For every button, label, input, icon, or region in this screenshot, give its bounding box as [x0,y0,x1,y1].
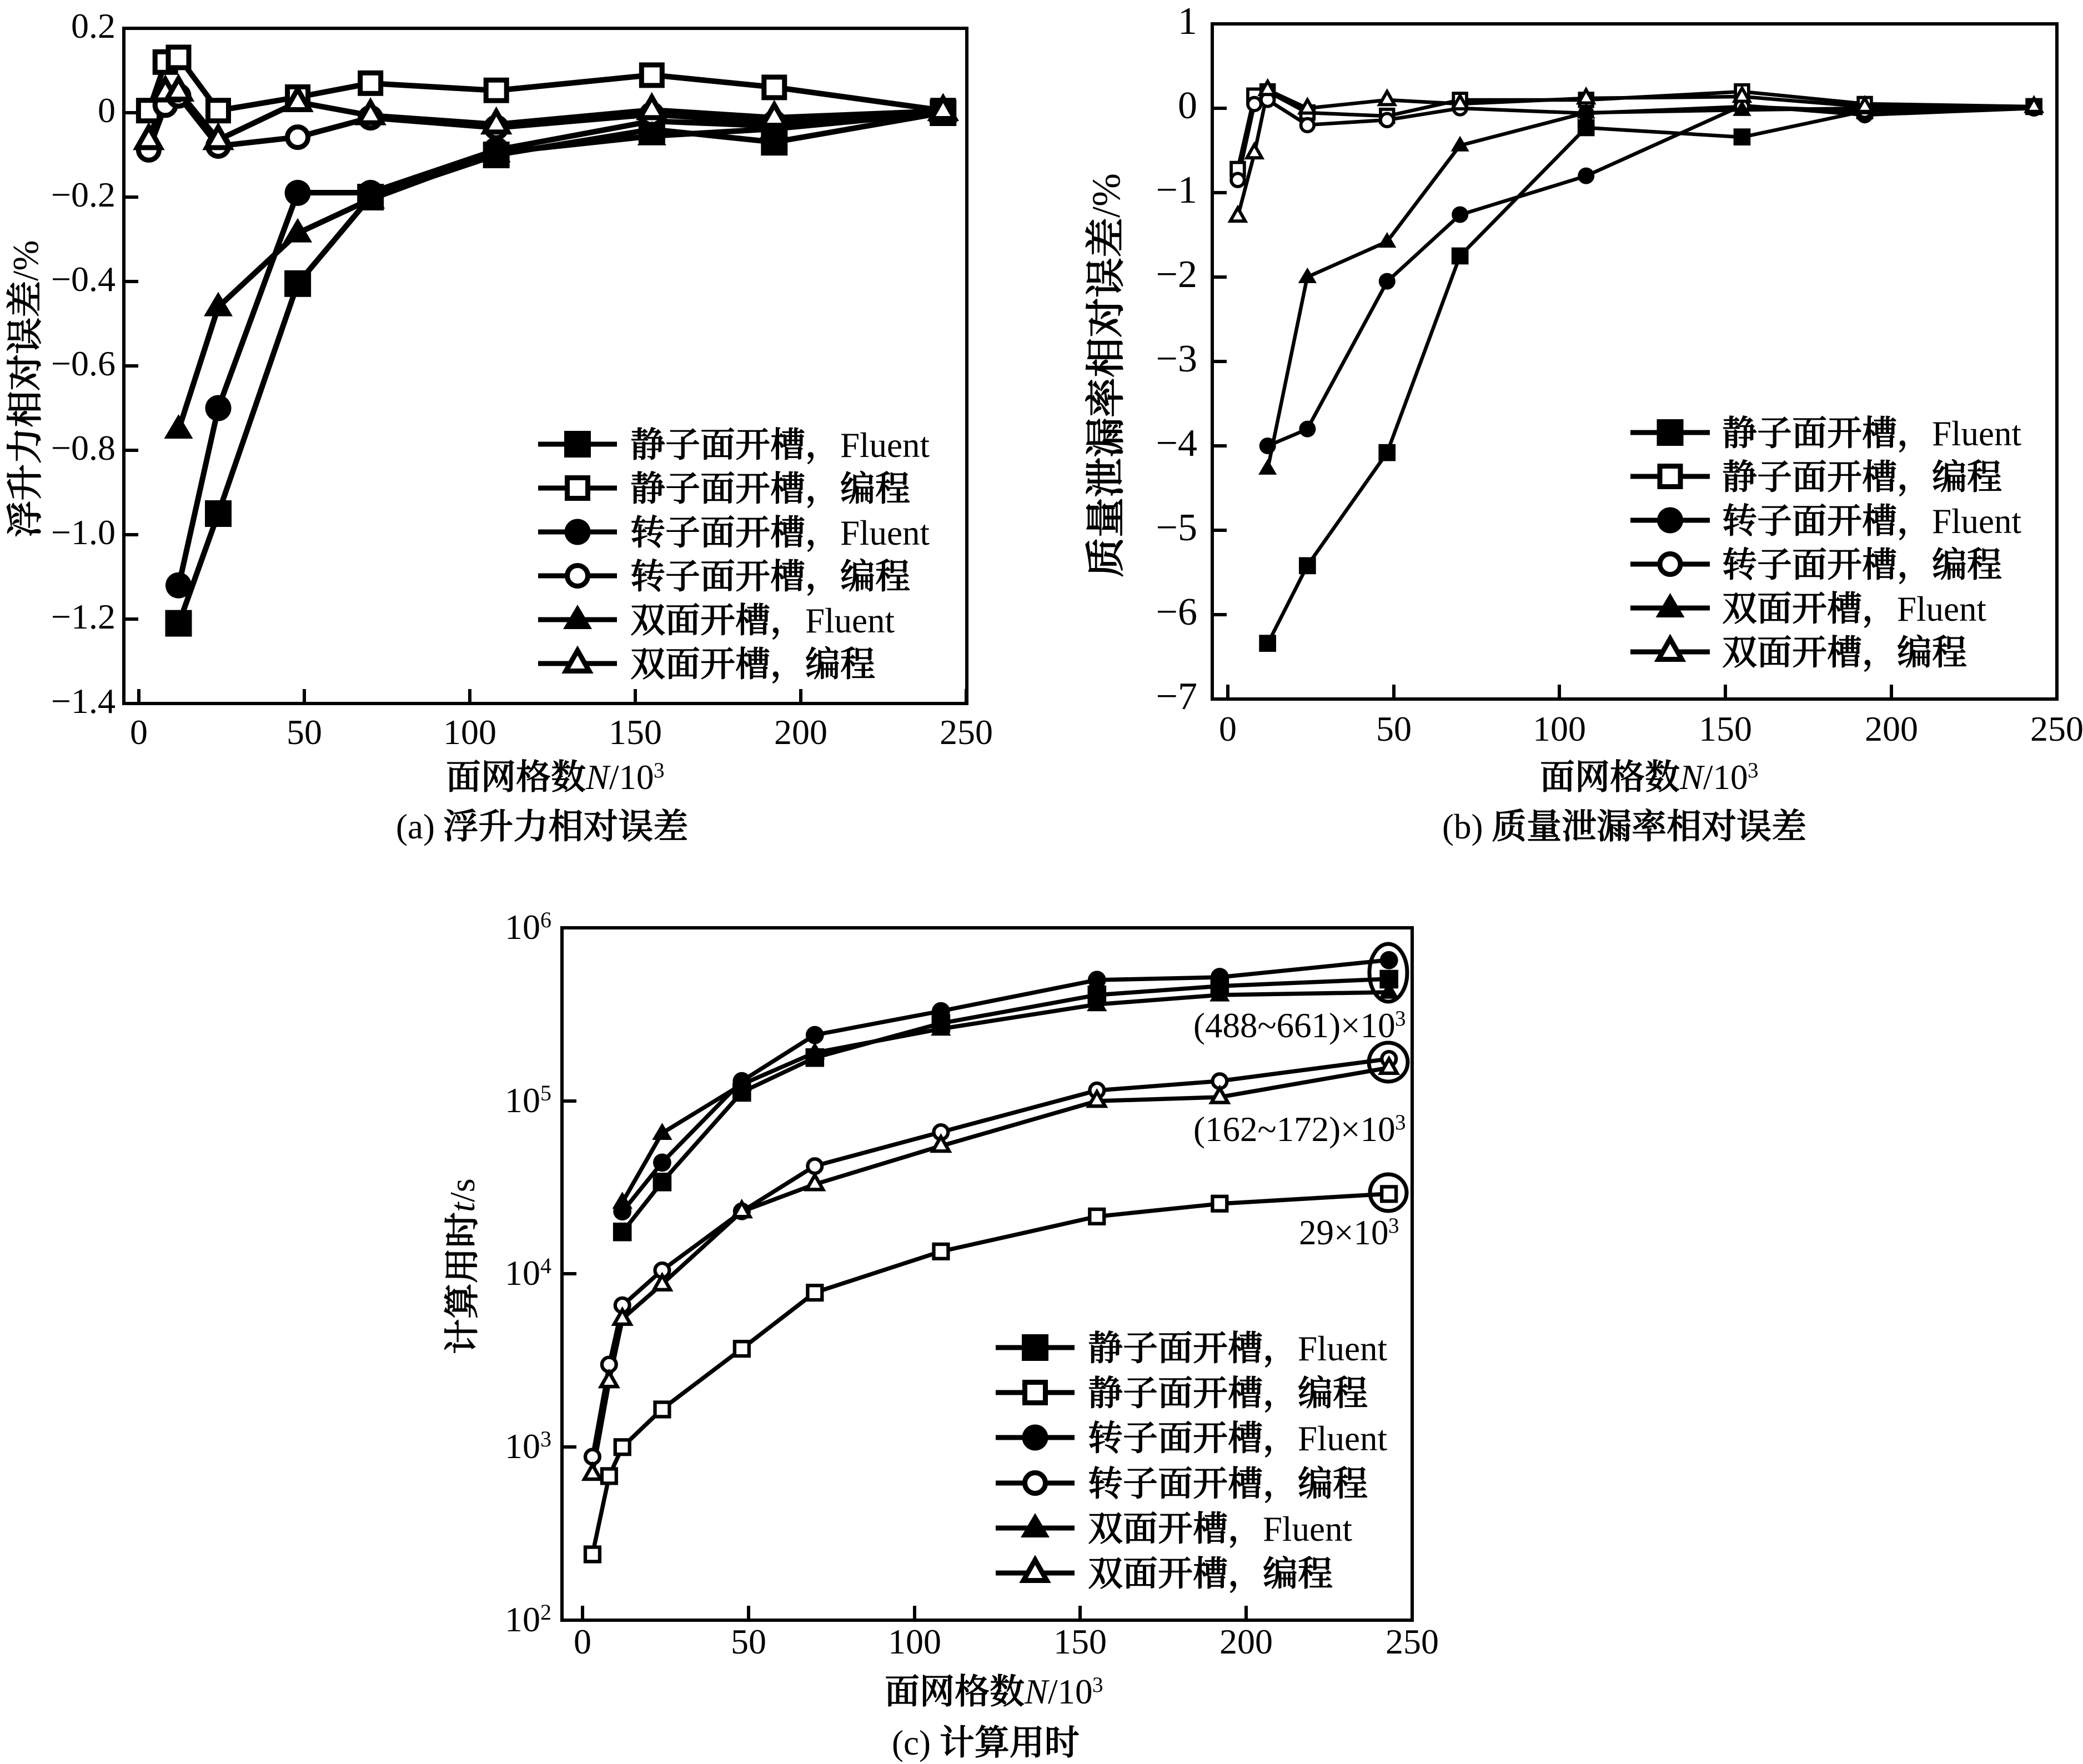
svg-text:200: 200 [774,712,827,752]
svg-text:(b): (b) [1442,807,1483,846]
svg-text:3: 3 [1388,1214,1399,1238]
svg-text:10: 10 [505,1426,540,1466]
svg-text:−1.2: −1.2 [51,597,116,636]
svg-text:−1: −1 [1156,169,1197,212]
svg-text:Fluent: Fluent [840,514,930,552]
svg-text:0.2: 0.2 [71,6,116,46]
svg-text:0: 0 [98,91,116,130]
svg-text:−0.4: −0.4 [51,259,116,299]
svg-text:t: t [443,1201,482,1212]
svg-text:Fluent: Fluent [1263,1510,1353,1549]
svg-text:6: 6 [540,907,551,932]
svg-text:250: 250 [2030,709,2083,748]
svg-text:−5: −5 [1156,506,1197,549]
svg-text:N: N [1679,758,1705,797]
svg-text:Fluent: Fluent [1932,502,2022,541]
svg-text:(488~661)×10: (488~661)×10 [1193,1006,1396,1045]
svg-text:0: 0 [1219,709,1237,748]
svg-text:N: N [585,758,611,797]
svg-text:10: 10 [505,907,540,947]
svg-text:2: 2 [540,1600,551,1625]
svg-text:0: 0 [1178,84,1197,127]
svg-text:150: 150 [1699,709,1752,748]
svg-text:100: 100 [1533,709,1586,748]
svg-text:(162~172)×10: (162~172)×10 [1193,1110,1396,1149]
svg-text:−7: −7 [1156,675,1197,718]
svg-text:200: 200 [1219,1622,1273,1661]
svg-text:/10: /10 [609,758,654,797]
svg-text:Fluent: Fluent [1897,590,1987,629]
svg-text:/10: /10 [1048,1672,1093,1711]
svg-text:50: 50 [1376,709,1412,748]
svg-text:−3: −3 [1156,338,1197,380]
svg-text:3: 3 [1748,758,1759,782]
svg-text:/%: /% [1084,173,1128,218]
svg-text:0: 0 [574,1622,591,1661]
svg-text:−4: −4 [1156,422,1197,465]
svg-text:−1.0: −1.0 [51,512,116,552]
svg-text:3: 3 [654,758,665,782]
svg-text:50: 50 [731,1622,766,1661]
svg-text:−0.8: −0.8 [51,428,116,468]
svg-text:0: 0 [130,712,148,752]
svg-text:3: 3 [1395,1110,1406,1134]
svg-text:150: 150 [609,712,662,752]
svg-text:100: 100 [888,1622,941,1661]
svg-text:Fluent: Fluent [1932,414,2022,453]
svg-text:3: 3 [1092,1673,1103,1697]
svg-text:/%: /% [6,240,46,281]
svg-text:200: 200 [1865,709,1918,748]
svg-text:100: 100 [443,712,496,752]
svg-text:10: 10 [505,1080,540,1120]
svg-text:10: 10 [505,1253,540,1293]
svg-text:4: 4 [540,1253,551,1278]
svg-text:250: 250 [1386,1622,1439,1661]
svg-text:−1.4: −1.4 [51,681,116,721]
svg-text:Fluent: Fluent [1298,1329,1388,1368]
svg-text:Fluent: Fluent [1298,1419,1388,1458]
svg-text:/s: /s [443,1178,482,1202]
svg-text:N: N [1024,1672,1050,1711]
svg-text:Fluent: Fluent [840,426,930,465]
svg-text:150: 150 [1053,1622,1107,1661]
svg-text:250: 250 [940,712,993,752]
svg-text:−0.6: −0.6 [51,344,116,383]
svg-text:1: 1 [1178,0,1197,43]
svg-text:(a): (a) [396,807,435,846]
svg-text:29×10: 29×10 [1299,1213,1389,1252]
svg-text:−2: −2 [1156,253,1197,296]
svg-text:3: 3 [540,1426,551,1451]
svg-text:/10: /10 [1703,758,1748,797]
svg-text:−0.2: −0.2 [51,175,116,214]
svg-text:(c): (c) [892,1723,931,1762]
svg-text:50: 50 [287,712,322,752]
svg-text:10: 10 [505,1600,540,1639]
svg-text:3: 3 [1395,1007,1406,1031]
svg-text:5: 5 [540,1080,551,1105]
svg-text:Fluent: Fluent [805,601,895,640]
svg-text:−6: −6 [1156,591,1197,634]
